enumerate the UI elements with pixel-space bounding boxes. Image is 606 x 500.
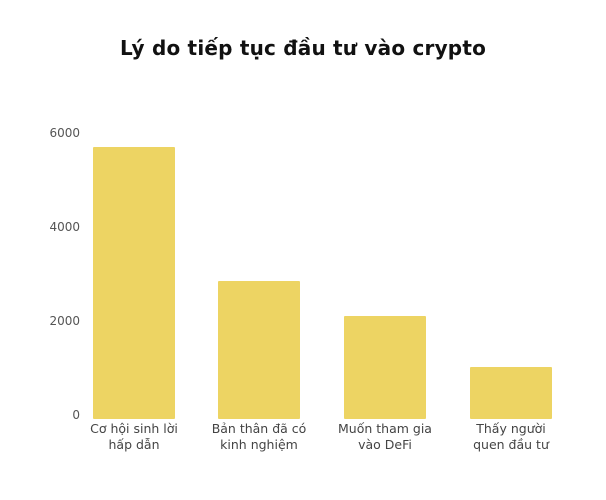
x-label-line: quen đầu tư xyxy=(473,437,549,452)
bar-thay-nguoi-quen-dau-tu xyxy=(470,366,552,419)
bar-co-hoi-sinh-loi xyxy=(93,147,175,419)
bar-ban-than-da-co-kinh-nghiem xyxy=(218,280,300,419)
y-tick-0: 0 xyxy=(72,408,80,422)
x-label-line: vào DeFi xyxy=(358,437,412,452)
x-label-2: Muốn tham gia vào DeFi xyxy=(325,421,445,453)
bar-muon-tham-gia-defi xyxy=(344,315,426,419)
x-label-line: Thấy người xyxy=(476,421,546,436)
x-label-0: Cơ hội sinh lời hấp dẫn xyxy=(74,421,194,453)
y-tick-6000: 6000 xyxy=(49,126,80,140)
y-tick-4000: 4000 xyxy=(49,220,80,234)
x-label-line: kinh nghiệm xyxy=(220,437,298,452)
x-label-line: Cơ hội sinh lời xyxy=(90,421,178,436)
y-tick-2000: 2000 xyxy=(49,314,80,328)
x-label-line: Bản thân đã có xyxy=(211,421,307,436)
x-label-3: Thấy người quen đầu tư xyxy=(451,421,571,453)
x-label-line: hấp dẫn xyxy=(108,437,160,452)
x-label-line: Muốn tham gia xyxy=(338,421,432,436)
chart-title: Lý do tiếp tục đầu tư vào crypto xyxy=(119,36,487,60)
x-label-1: Bản thân đã có kinh nghiệm xyxy=(199,421,319,453)
